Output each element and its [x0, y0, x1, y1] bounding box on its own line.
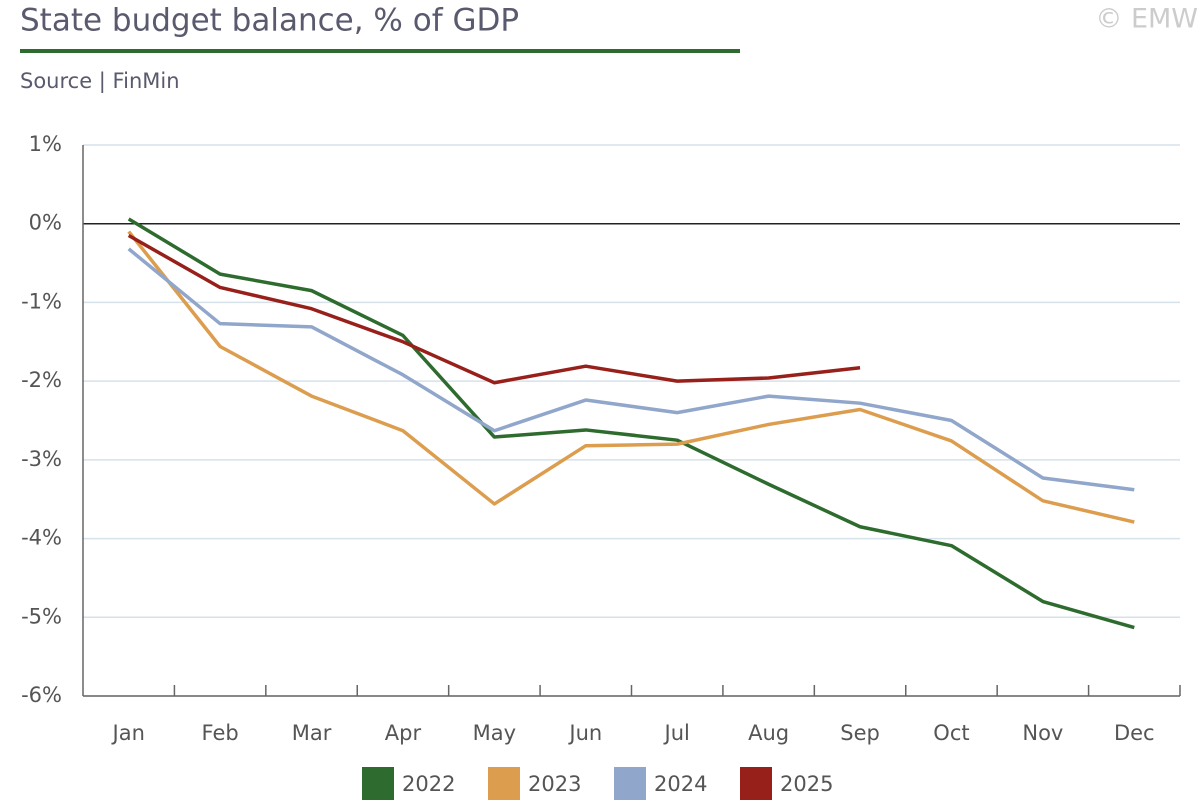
- legend-swatch: [362, 767, 394, 800]
- x-tick-label: Sep: [840, 721, 880, 745]
- x-tick-label: Jun: [567, 721, 602, 745]
- x-tick-label: Jul: [663, 721, 690, 745]
- y-tick-label: -5%: [21, 604, 62, 628]
- chart-title: State budget balance, % of GDP: [20, 3, 519, 39]
- x-tick-label: Dec: [1114, 721, 1155, 745]
- x-tick-label: May: [473, 721, 516, 745]
- legend-swatch: [740, 767, 772, 800]
- series-line: [127, 217, 1135, 630]
- x-tick-label: Mar: [292, 721, 332, 745]
- chart-subtitle: Source | FinMin: [20, 69, 180, 94]
- x-tick-label: Feb: [202, 721, 239, 745]
- legend-label: 2023: [528, 772, 581, 796]
- title-underline: [20, 49, 740, 53]
- y-tick-label: 0%: [29, 211, 62, 235]
- y-tick-label: -2%: [21, 368, 62, 392]
- x-tick-label: Aug: [748, 721, 789, 745]
- y-tick-label: -6%: [21, 683, 62, 707]
- y-tick-label: 1%: [29, 132, 62, 156]
- y-tick-label: -3%: [21, 447, 62, 471]
- legend-swatch: [488, 767, 520, 800]
- legend-swatch: [614, 767, 646, 800]
- x-tick-label: Nov: [1022, 721, 1063, 745]
- legend-label: 2025: [780, 772, 833, 796]
- legend-label: 2024: [654, 772, 707, 796]
- y-tick-label: -4%: [21, 526, 62, 550]
- series-line: [127, 233, 861, 385]
- x-tick-label: Jan: [111, 721, 145, 745]
- x-tick-label: Apr: [385, 721, 422, 745]
- legend-label: 2022: [402, 772, 455, 796]
- x-tick-label: Oct: [933, 721, 969, 745]
- series-line: [127, 230, 1135, 524]
- credit: © EMW: [1095, 4, 1198, 35]
- series-line: [127, 247, 1135, 492]
- y-tick-label: -1%: [21, 289, 62, 313]
